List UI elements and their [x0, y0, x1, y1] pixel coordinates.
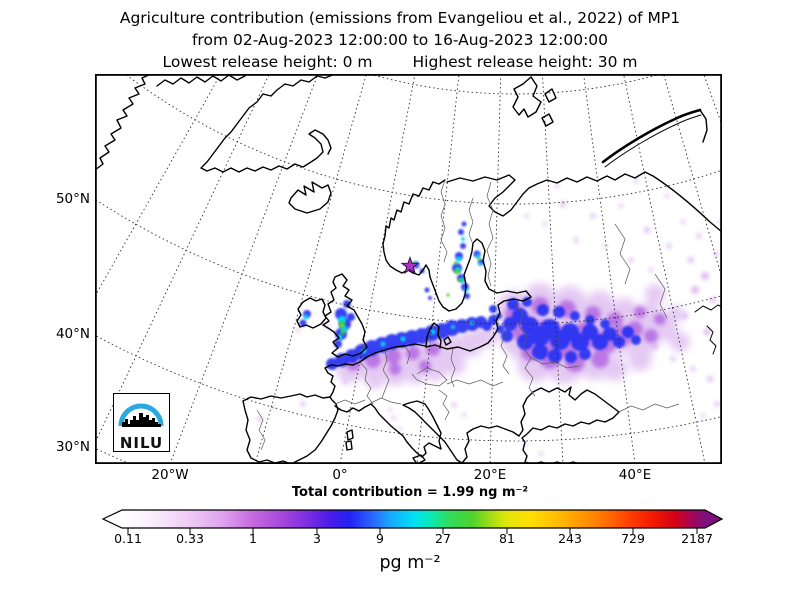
- map-frame: [95, 74, 722, 464]
- lon-label-40e: 40°E: [618, 467, 652, 483]
- colorbar-tick-label: 27: [435, 531, 451, 546]
- lon-label-0: 0°: [332, 467, 348, 483]
- novaya-zemlya-coast-inner: [604, 114, 702, 168]
- mediterranean-blacksea-coast: [334, 386, 620, 464]
- pechora-coast: [652, 175, 722, 233]
- colorbar-ticks: [127, 528, 698, 534]
- denmark-coast: [425, 322, 452, 349]
- city-skyline-icon: [122, 413, 161, 427]
- colorbar-tick-label: 1: [249, 531, 257, 546]
- nilu-arc-icon: [118, 403, 164, 427]
- lat-label-40n: 40°N: [55, 326, 90, 342]
- atlantic-iberia-coast: [242, 361, 361, 464]
- corsica-coast: [346, 429, 354, 441]
- greenland-northwest-coast: [95, 74, 152, 171]
- kola-whitesea-arctic-coast: [446, 171, 654, 217]
- figure-title-line3: Lowest release height: 0 m Highest relea…: [0, 51, 800, 73]
- novaya-zemlya-coast: [601, 108, 702, 164]
- sardinia-coast: [345, 440, 353, 451]
- figure-title-line2: from 02-Aug-2023 12:00:00 to 16-Aug-2023…: [191, 31, 609, 49]
- nilu-logo-graphic: [118, 403, 164, 427]
- colorbar-tick-label: 3: [313, 531, 321, 546]
- country-borders: [256, 179, 680, 451]
- lat-label-50n: 50°N: [55, 191, 90, 207]
- colorbar-tick-label: 81: [499, 531, 515, 546]
- lowest-release-height-label: Lowest release height: 0 m: [162, 53, 373, 71]
- colorbar-tick-label: 729: [621, 531, 645, 546]
- lat-label-30n: 30°N: [55, 439, 90, 455]
- europe-map: [95, 74, 722, 464]
- svalbard-coast: [512, 76, 557, 127]
- novaya-zemlya-tail: [699, 109, 708, 143]
- greenland-north-coast: [156, 74, 246, 87]
- great-britain-coast: [322, 273, 368, 358]
- coastlines: [95, 74, 722, 464]
- release-site-star-marker: [400, 255, 420, 275]
- highest-release-height-label: Highest release height: 30 m: [412, 53, 638, 71]
- colorbar-tick-label: 243: [558, 531, 582, 546]
- figure-title-line1: Agriculture contribution (emissions from…: [119, 9, 681, 27]
- nilu-logo: NILU: [113, 393, 170, 452]
- colorbar-gradient-bar: [101, 509, 724, 529]
- colorbar-unit-label: pg m⁻²: [379, 553, 441, 573]
- lon-label-20e: 20°E: [473, 467, 507, 483]
- colorbar-tick-label: 9: [376, 531, 384, 546]
- northsea-channel-coast: [359, 343, 426, 363]
- scandinavia-baltic-coast: [382, 179, 532, 352]
- nilu-logo-text: NILU: [119, 434, 164, 452]
- caspian-hint-coast: [694, 304, 722, 355]
- sicily-coast: [412, 454, 426, 464]
- total-contribution-caption: Total contribution = 1.99 ng m⁻²: [291, 485, 529, 500]
- colorbar-tick-label: 2187: [681, 531, 713, 546]
- ireland-coast: [296, 297, 327, 329]
- iceland-coast: [288, 181, 332, 214]
- greenland-east-coast: [200, 74, 336, 173]
- colorbar-tick-label: 0.11: [114, 531, 142, 546]
- concentration-plume: [257, 179, 722, 457]
- lon-label-20w: 20°W: [151, 467, 189, 483]
- colorbar-tick-label: 0.33: [176, 531, 204, 546]
- graticule: [95, 74, 722, 464]
- colorbar: [101, 509, 724, 534]
